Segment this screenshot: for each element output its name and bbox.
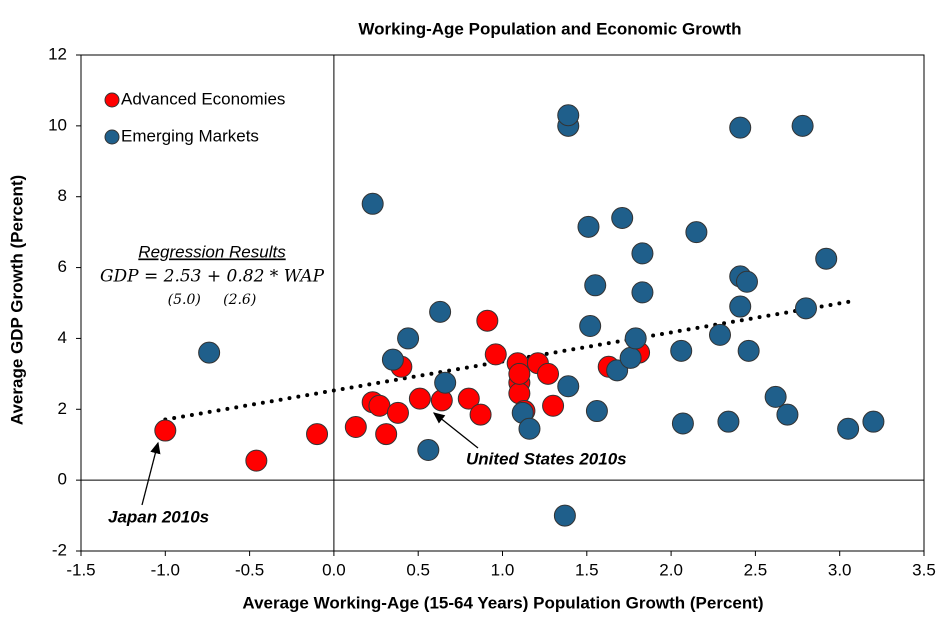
arrow [432,412,479,449]
point [619,346,642,369]
point [397,327,420,350]
point [557,104,580,127]
point [553,504,576,527]
x-tick-label: 2.0 [659,560,683,579]
point [776,403,799,426]
point [245,449,268,472]
point [631,242,654,265]
y-axis-label: Average GDP Growth (Percent) [7,175,26,425]
x-tick-label: -1.0 [151,560,180,579]
y-tick-label: 0 [58,470,67,489]
point [584,274,607,297]
point [624,327,647,350]
point [476,309,499,332]
point [717,410,740,433]
y-tick-label: 8 [58,186,67,205]
y-tick-label: -2 [52,540,67,559]
point [837,417,860,440]
point [764,385,787,408]
point [791,114,814,137]
arrow [141,441,161,506]
point [685,221,708,244]
x-tick-label: 3.0 [828,560,852,579]
chart-title: Working-Age Population and Economic Grow… [358,19,741,38]
x-tick-label: 1.0 [491,560,515,579]
point [542,394,565,417]
point [361,192,384,215]
point [434,371,457,394]
point [484,343,507,366]
annotation: Regression Results [138,242,286,261]
x-tick-label: 0.5 [406,560,430,579]
point [417,439,440,462]
point [631,281,654,304]
point [344,416,367,438]
x-tick-label: 0.0 [322,560,346,579]
point [368,394,391,417]
y-tick-label: 4 [58,328,67,347]
x-axis-label: Average Working-Age (15-64 Years) Popula… [242,593,763,612]
point [469,403,492,426]
point [708,323,731,346]
point [729,295,752,318]
point [729,116,752,139]
legend-marker [104,92,120,108]
point [518,417,541,440]
annotation: Japan 2010s [108,507,209,526]
y-tick-label: 2 [58,399,67,418]
point [670,339,693,362]
point [862,410,885,433]
point [386,401,409,424]
x-tick-label: 1.5 [575,560,599,579]
point [671,412,694,435]
point [381,348,404,371]
point [537,362,560,385]
point [577,215,600,238]
point [611,206,634,229]
x-tick-label: -0.5 [235,560,264,579]
point [375,423,398,446]
y-tick-label: 6 [58,257,67,276]
legend-label: Emerging Markets [121,126,259,145]
annotation: GDP = 2.53 + 0.82 * WAP [100,267,325,287]
point [579,315,602,338]
x-tick-label: 2.5 [744,560,768,579]
y-tick-label: 10 [48,115,67,134]
x-tick-label: -1.5 [66,560,95,579]
x-tick-label: 3.5 [912,560,936,579]
point [408,387,431,410]
point [154,419,177,442]
point [794,297,817,320]
point [557,375,580,398]
point [737,339,760,362]
point [306,423,329,446]
point [585,400,608,423]
y-tick-label: 12 [48,44,67,63]
point [735,270,758,293]
annotation: United States 2010s [466,449,627,468]
annotation: (5.0) (2.6) [168,292,257,308]
point [457,387,480,410]
point [429,300,452,323]
point [508,362,531,385]
point [815,247,838,270]
legend-label: Advanced Economies [121,89,285,108]
point [198,341,221,364]
legend-marker [104,129,120,145]
